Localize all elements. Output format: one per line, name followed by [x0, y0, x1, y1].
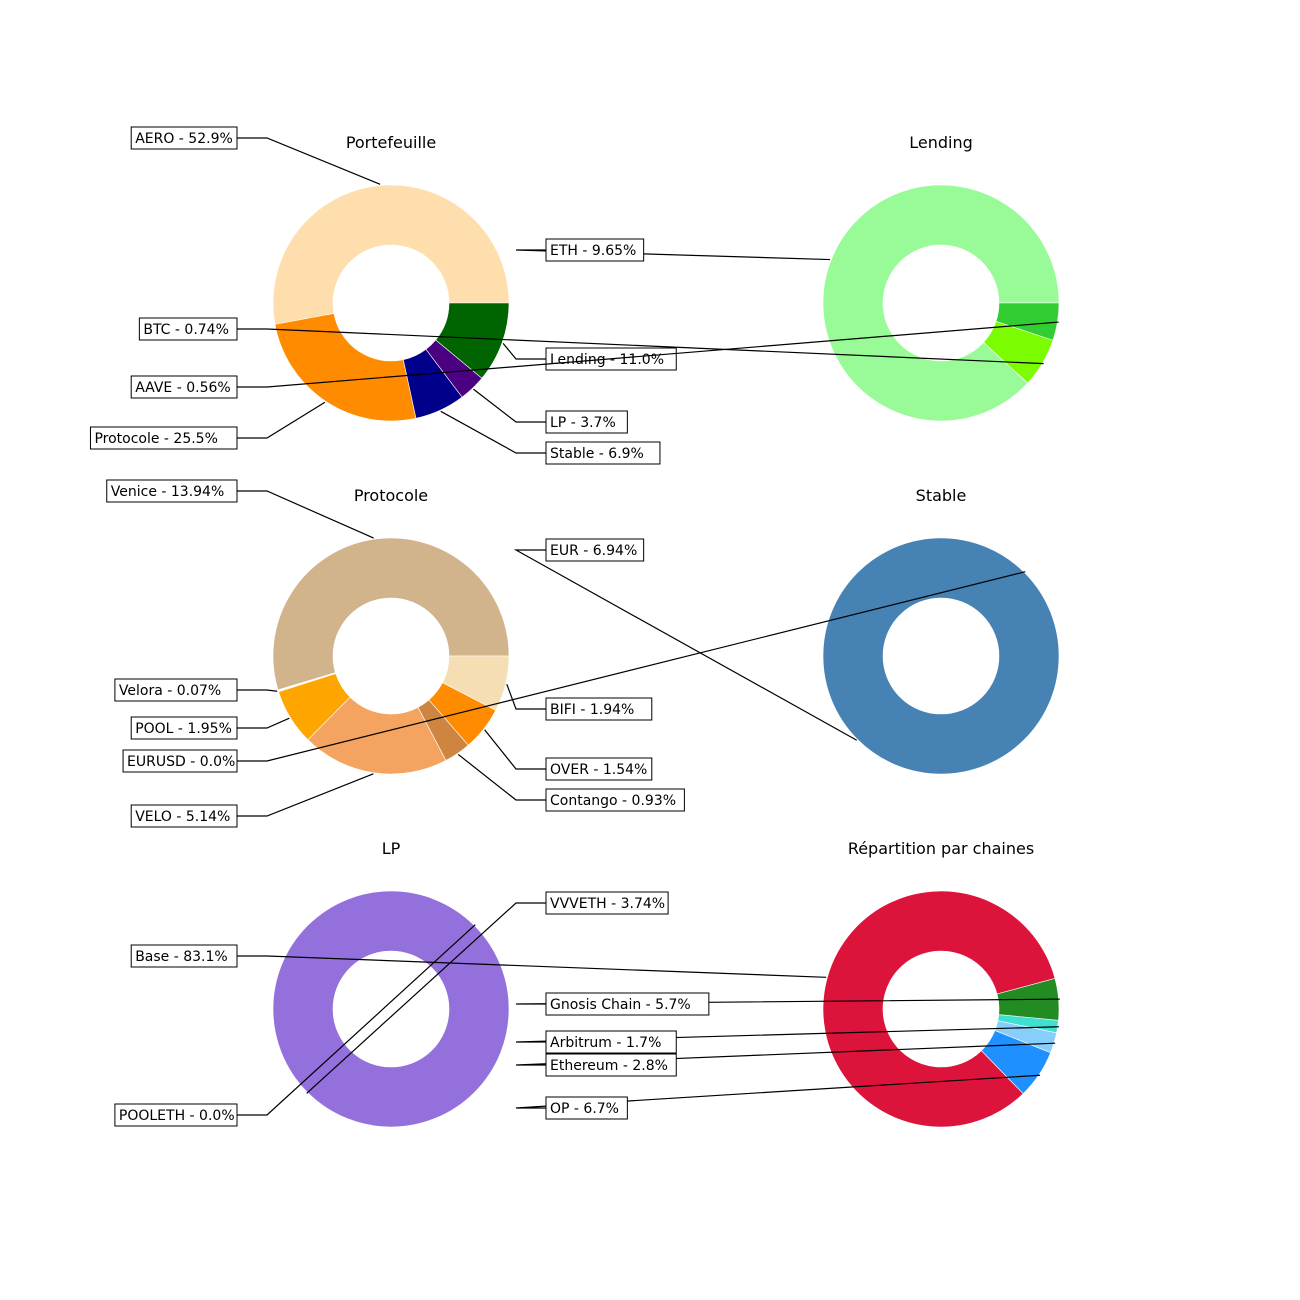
leader-line-vvveth: [306, 902, 546, 1094]
leader-line-ethereum: [515, 1042, 1056, 1066]
slice-label-vvveth: VVVETH - 3.74%: [550, 896, 665, 912]
leader-line-arbitrum: [515, 1026, 1059, 1043]
leader-line-lp: [473, 388, 546, 423]
label-box-stable: [545, 441, 661, 465]
leader-line-pool: [237, 717, 290, 729]
slice-label-op: OP - 6.7%: [550, 1101, 619, 1117]
leader-line-eur: [513, 549, 858, 741]
label-box-bifi: [545, 697, 653, 721]
slice-label-bifi: BIFI - 1.94%: [550, 702, 634, 718]
leader-line-base: [237, 955, 827, 978]
slice-label-gnosis-chain: Gnosis Chain - 5.7%: [550, 997, 691, 1013]
chart-title: Répartition par chaines: [848, 839, 1034, 858]
chart-protocole: Protocole Venice - 13.94% Velora - 0.07% PO…: [106, 479, 685, 828]
chart-portefeuille: Portefeuille AERO - 52.9% Protocole - 25.5…: [89, 126, 677, 465]
leader-line-gnosis-chain: [515, 998, 1060, 1005]
label-box-contango: [545, 788, 685, 812]
slice-lending: [435, 302, 510, 379]
label-box-pooleth: [114, 1103, 238, 1127]
leader-line-eth: [515, 249, 831, 261]
slice-label-pooleth: POOLETH - 0.0%: [119, 1108, 235, 1124]
leader-line-eurusd: [237, 571, 1026, 762]
chart-lending: Lending ETH - 9.65% BTC - 0.74% AAVE - 0.56…: [130, 133, 1060, 422]
label-box-aave: [130, 375, 238, 399]
slice-label-contango: Contango - 0.93%: [550, 793, 676, 809]
leader-line-velora: [237, 689, 278, 692]
slice-label-btc: BTC - 0.74%: [143, 322, 229, 338]
chart-title: Protocole: [354, 486, 428, 505]
label-box-ethereum: [545, 1053, 677, 1077]
leader-line-aave: [237, 321, 1059, 388]
leader-line-venice: [237, 490, 374, 539]
label-box-base: [130, 944, 238, 968]
label-box-venice: [106, 479, 238, 503]
slice-protocole: [274, 313, 417, 422]
slice-label-base: Base - 83.1%: [135, 949, 228, 965]
slice-label-ethereum: Ethereum - 2.8%: [550, 1058, 668, 1074]
label-box-lp: [545, 410, 628, 434]
label-box-gnosis-chain: [545, 992, 710, 1016]
slice-label-arbitrum: Arbitrum - 1.7%: [550, 1035, 661, 1051]
slice-label-stable: Stable - 6.9%: [550, 446, 644, 462]
chart-title: Lending: [909, 133, 973, 152]
slice-eur: [822, 537, 1060, 775]
leader-line-protocole: [237, 401, 326, 439]
label-box-aero: [130, 126, 238, 150]
leader-line-stable: [440, 410, 546, 454]
label-box-pool: [130, 716, 238, 740]
label-box-velora: [114, 678, 238, 702]
label-box-eth: [545, 238, 645, 262]
slice-label-lending: Lending - 11.0%: [550, 352, 664, 368]
leader-line-aero: [237, 137, 381, 185]
slice-label-velo: VELO - 5.14%: [135, 809, 230, 825]
slice-label-lp: LP - 3.7%: [550, 415, 616, 431]
slice-label-eurusd: EURUSD - 0.0%: [127, 754, 235, 770]
label-box-op: [545, 1096, 628, 1120]
leader-line-contango: [457, 753, 546, 801]
chart-title: Stable: [916, 486, 967, 505]
label-box-over: [545, 757, 653, 781]
leader-line-lending: [502, 342, 546, 360]
label-box-protocole: [89, 426, 238, 450]
label-box-eur: [545, 538, 645, 562]
slice-base: [822, 890, 1056, 1128]
slice-label-protocole: Protocole - 25.5%: [94, 431, 217, 447]
leader-line-pooleth: [237, 924, 476, 1116]
slice-bifi: [442, 655, 510, 711]
leader-line-over: [484, 729, 546, 770]
chart-stable: Stable EUR - 6.94% EURUSD - 0.0%: [122, 486, 1060, 775]
slice-vvveth: [272, 890, 510, 1128]
leader-line-btc: [237, 328, 1044, 365]
leader-line-op: [515, 1074, 1041, 1109]
chart-lp: LP VVVETH - 3.74% POOLETH - 0.0%: [114, 839, 669, 1128]
label-box-arbitrum: [545, 1030, 677, 1054]
label-box-btc: [138, 317, 238, 341]
slice-label-aero: AERO - 52.9%: [135, 131, 233, 147]
chart-repartition-par-chaines: Répartition par chaines Base - 83.1% OP - …: [130, 839, 1060, 1128]
slice-label-aave: AAVE - 0.56%: [135, 380, 231, 396]
leader-line-bifi: [506, 683, 546, 710]
slice-label-venice: Venice - 13.94%: [111, 484, 225, 500]
chart-title: Portefeuille: [346, 133, 436, 152]
leader-line-velo: [237, 773, 374, 817]
slice-label-eur: EUR - 6.94%: [550, 543, 637, 559]
label-box-eurusd: [122, 749, 238, 773]
chart-title: LP: [382, 839, 401, 858]
slice-velo: [307, 696, 447, 775]
slice-label-eth: ETH - 9.65%: [550, 243, 636, 259]
slice-aave: [995, 302, 1060, 341]
label-box-velo: [130, 804, 238, 828]
slice-venice: [272, 537, 510, 691]
slice-label-velora: Velora - 0.07%: [119, 683, 221, 699]
slice-label-over: OVER - 1.54%: [550, 762, 647, 778]
label-box-vvveth: [545, 891, 669, 915]
slice-label-pool: POOL - 1.95%: [135, 721, 232, 737]
